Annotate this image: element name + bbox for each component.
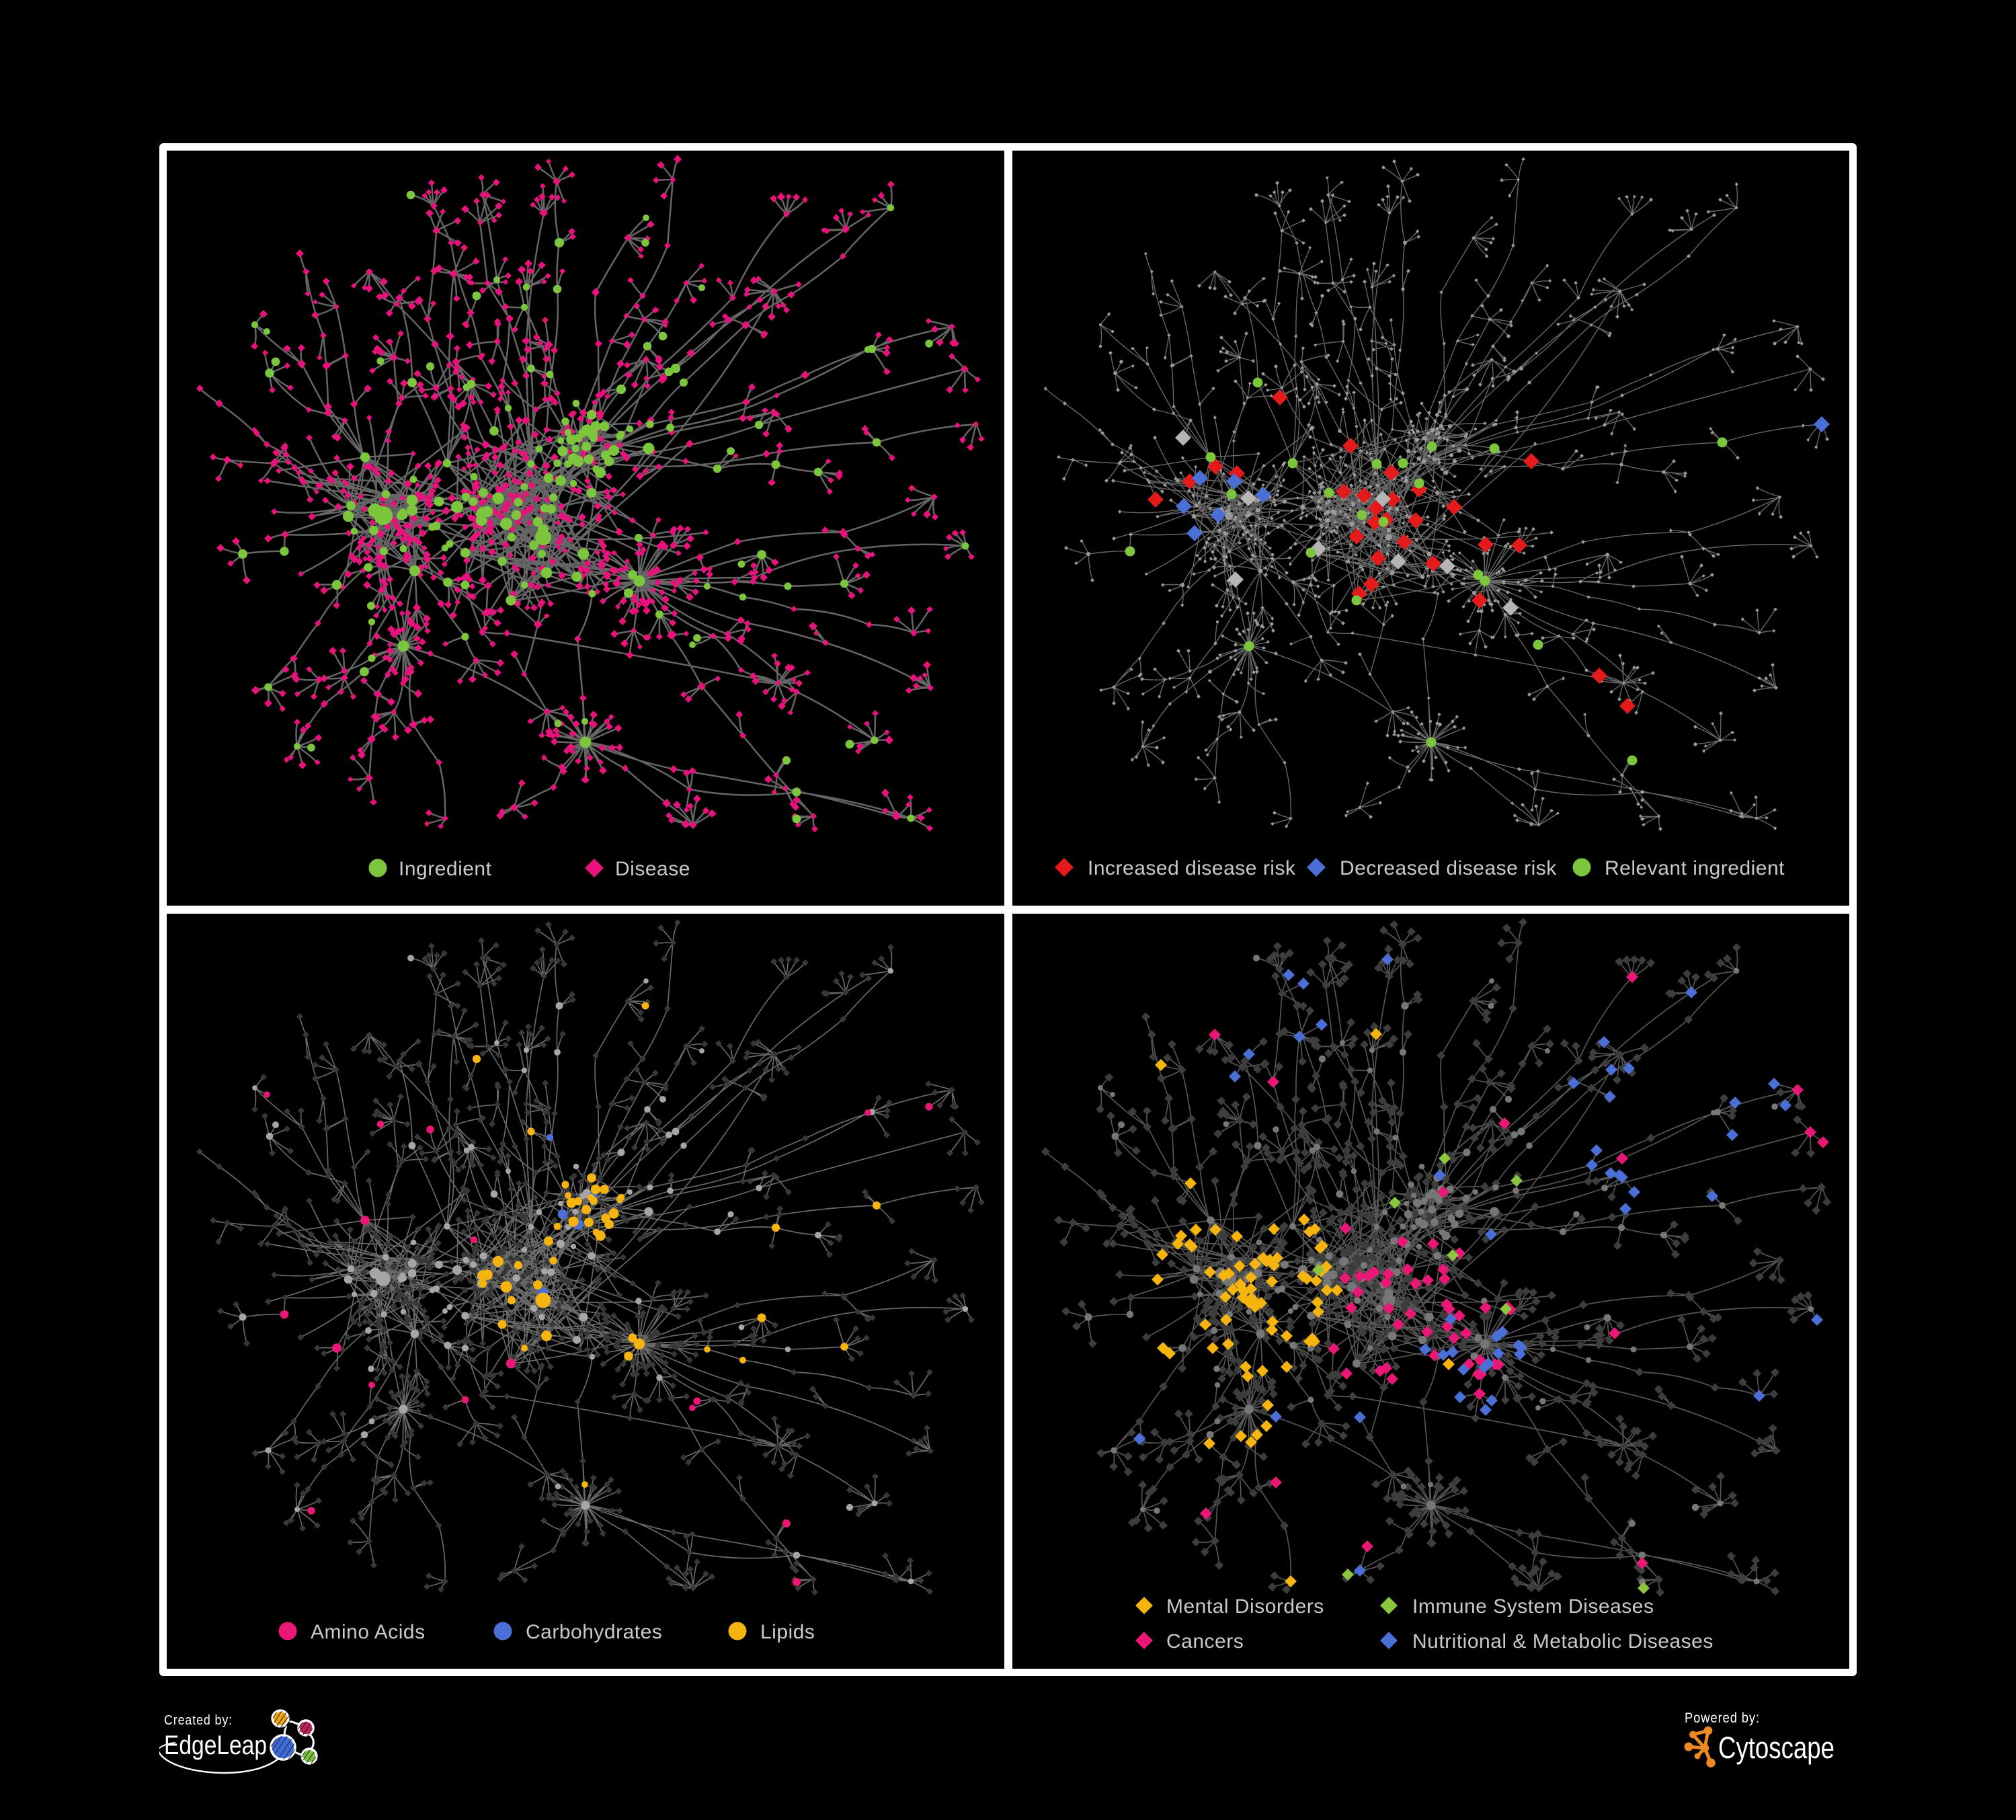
svg-text:Cytoscape: Cytoscape — [1718, 1731, 1834, 1765]
svg-text:EdgeLeap: EdgeLeap — [164, 1731, 267, 1760]
svg-text:Amino Acids: Amino Acids — [311, 1621, 426, 1643]
svg-text:Mental Disorders: Mental Disorders — [1166, 1595, 1324, 1618]
svg-text:Powered by:: Powered by: — [1685, 1710, 1760, 1726]
svg-text:Cancers: Cancers — [1166, 1630, 1244, 1653]
svg-text:Relevant ingredient: Relevant ingredient — [1605, 857, 1785, 879]
svg-text:Created by:: Created by: — [164, 1713, 233, 1728]
svg-text:Ingredient: Ingredient — [399, 858, 492, 880]
svg-text:Immune System Diseases: Immune System Diseases — [1412, 1595, 1654, 1618]
svg-text:Nutritional & Metabolic Diseas: Nutritional & Metabolic Diseases — [1412, 1630, 1713, 1653]
svg-text:Increased disease risk: Increased disease risk — [1088, 857, 1296, 879]
svg-text:Carbohydrates: Carbohydrates — [526, 1621, 662, 1643]
svg-text:Decreased disease risk: Decreased disease risk — [1340, 857, 1557, 879]
svg-text:Disease: Disease — [615, 858, 690, 880]
svg-text:Lipids: Lipids — [760, 1621, 815, 1643]
